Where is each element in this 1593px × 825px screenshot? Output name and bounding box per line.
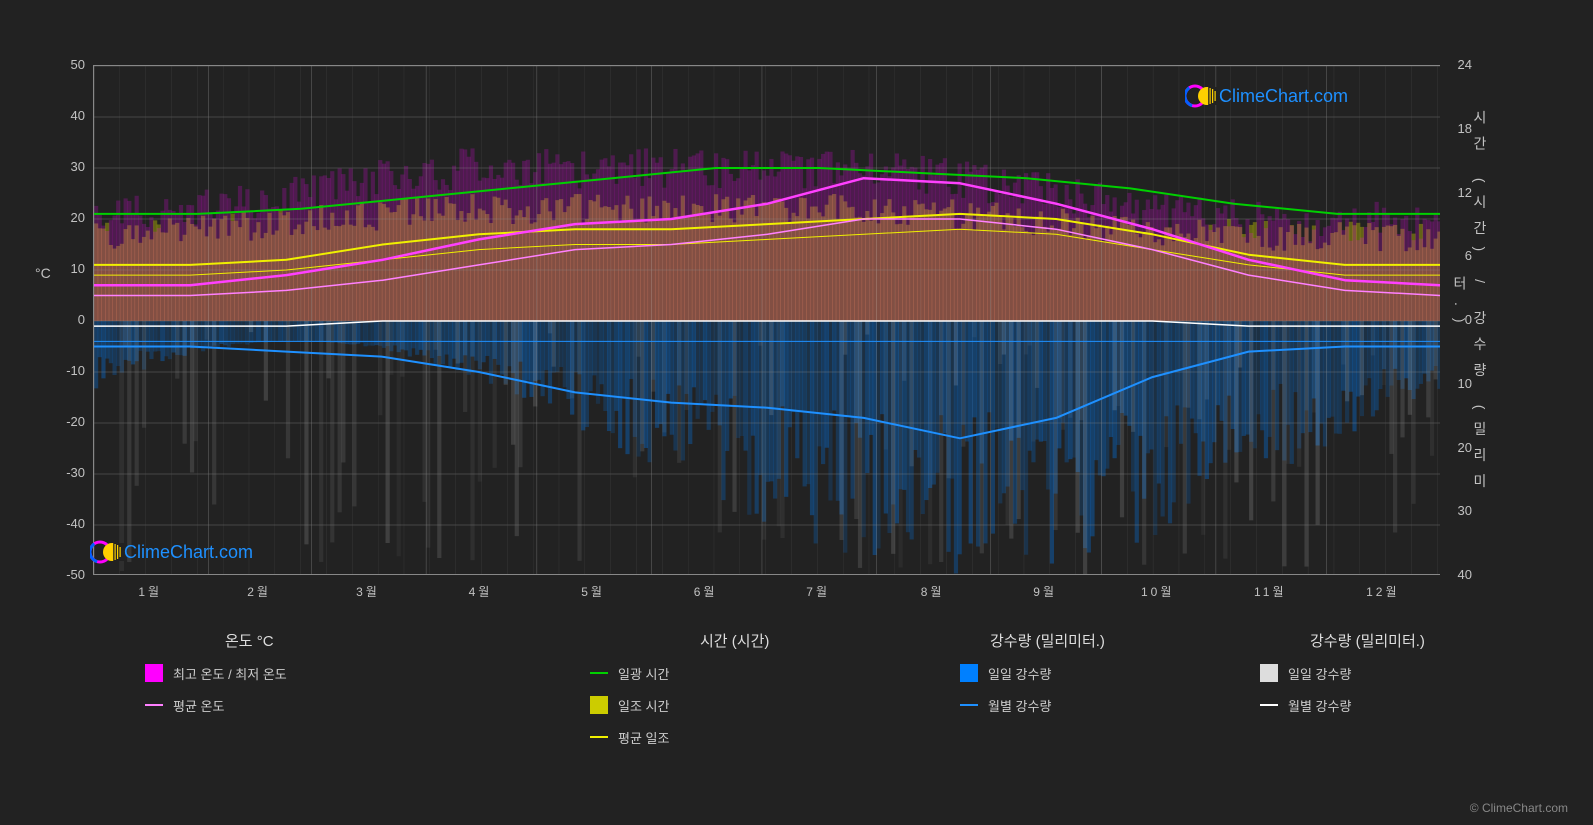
y-left-tick: 30 — [55, 159, 85, 174]
y-left-tick: -50 — [55, 567, 85, 582]
copyright: © ClimeChart.com — [1470, 801, 1568, 815]
legend-header: 강수량 (밀리미터.) — [1310, 630, 1425, 651]
y-right-tick: 12 — [1447, 185, 1472, 200]
brand-logo-text: ClimeChart.com — [1219, 86, 1348, 107]
legend-label: 일조 시간 — [618, 696, 669, 715]
legend-header: 강수량 (밀리미터.) — [990, 630, 1105, 651]
x-month-label: 8월 — [903, 583, 963, 600]
y-left-tick: -20 — [55, 414, 85, 429]
legend-column: 최고 온도 / 최저 온도평균 온도 — [145, 662, 287, 726]
x-month-label: 7월 — [788, 583, 848, 600]
x-month-label: 6월 — [676, 583, 736, 600]
x-month-label: 3월 — [338, 583, 398, 600]
legend-swatch — [145, 704, 163, 706]
x-month-label: 5월 — [563, 583, 623, 600]
x-month-label: 11월 — [1240, 583, 1300, 600]
legend-swatch — [1260, 704, 1278, 706]
brand-logo-bottom: ClimeChart.com — [90, 538, 253, 566]
legend-label: 최고 온도 / 최저 온도 — [173, 664, 287, 683]
legend-item: 일일 강수량 — [960, 662, 1051, 684]
x-month-label: 1월 — [120, 583, 180, 600]
legend-label: 평균 일조 — [618, 728, 669, 747]
y-left-label: °C — [35, 265, 51, 281]
y-left-tick: -10 — [55, 363, 85, 378]
y-right-tick: 0 — [1447, 312, 1472, 327]
y-right-tick: 10 — [1447, 376, 1472, 391]
legend-swatch — [590, 672, 608, 674]
legend-column: 일광 시간일조 시간평균 일조 — [590, 662, 669, 758]
y-left-tick: -30 — [55, 465, 85, 480]
y-left-tick: -40 — [55, 516, 85, 531]
brand-logo-top: ClimeChart.com — [1185, 82, 1348, 110]
y-right-tick: 24 — [1447, 57, 1472, 72]
y-right-tick: 40 — [1447, 567, 1472, 582]
y-right-tick: 6 — [1447, 248, 1472, 263]
legend-item: 최고 온도 / 최저 온도 — [145, 662, 287, 684]
brand-logo-icon — [90, 538, 118, 566]
legend-swatch — [590, 736, 608, 738]
legend-item: 월별 강수량 — [960, 694, 1051, 716]
legend-header: 온도 °C — [225, 630, 274, 651]
x-month-label: 12월 — [1353, 583, 1413, 600]
brand-logo-icon — [1185, 82, 1213, 110]
y-left-tick: 10 — [55, 261, 85, 276]
legend-item: 일조 시간 — [590, 694, 669, 716]
legend-label: 일일 강수량 — [988, 664, 1051, 683]
legend-item: 평균 일조 — [590, 726, 669, 748]
legend-swatch — [1260, 664, 1278, 682]
legend-swatch — [145, 664, 163, 682]
x-month-label: 4월 — [450, 583, 510, 600]
chart-container: °C 시간 (시간) / 강수량 (밀리미터.) 50403020100-10-… — [40, 55, 1460, 610]
y-left-tick: 50 — [55, 57, 85, 72]
y-right-tick: 30 — [1447, 503, 1472, 518]
plot-area — [93, 65, 1440, 575]
chart-svg — [94, 66, 1440, 575]
x-month-label: 2월 — [229, 583, 289, 600]
brand-logo-text: ClimeChart.com — [124, 542, 253, 563]
legend-column: 일일 강수량월별 강수량 — [960, 662, 1051, 726]
legend-label: 평균 온도 — [173, 696, 224, 715]
y-right-tick: 18 — [1447, 121, 1472, 136]
x-month-label: 9월 — [1015, 583, 1075, 600]
legend-item: 일광 시간 — [590, 662, 669, 684]
legend-header: 시간 (시간) — [700, 630, 769, 651]
y-right-tick: 20 — [1447, 440, 1472, 455]
legend-item: 평균 온도 — [145, 694, 287, 716]
legend-item: 월별 강수량 — [1260, 694, 1351, 716]
legend-swatch — [960, 664, 978, 682]
y-left-tick: 20 — [55, 210, 85, 225]
x-month-label: 10월 — [1128, 583, 1188, 600]
legend-column: 일일 강수량월별 강수량 — [1260, 662, 1351, 726]
y-left-tick: 40 — [55, 108, 85, 123]
y-left-tick: 0 — [55, 312, 85, 327]
legend-label: 일광 시간 — [618, 664, 669, 683]
legend-label: 월별 강수량 — [1288, 696, 1351, 715]
legend-swatch — [960, 704, 978, 706]
legend-label: 일일 강수량 — [1288, 664, 1351, 683]
legend-label: 월별 강수량 — [988, 696, 1051, 715]
legend-item: 일일 강수량 — [1260, 662, 1351, 684]
legend-swatch — [590, 696, 608, 714]
